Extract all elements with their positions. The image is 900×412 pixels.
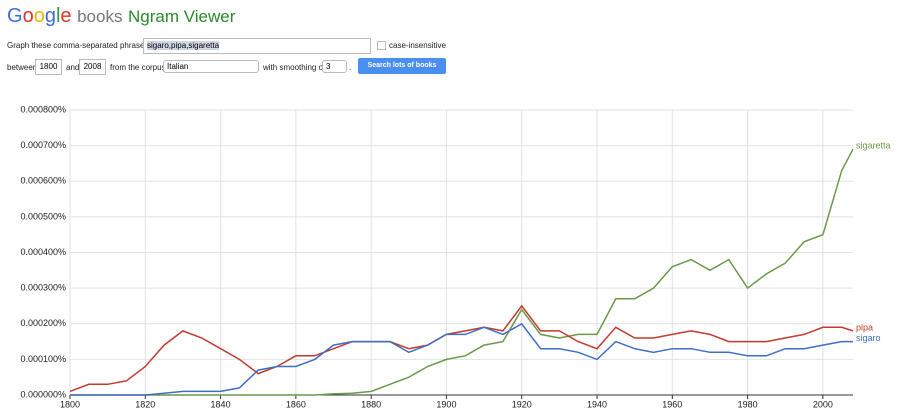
x-tick-label: 1880	[361, 399, 381, 409]
y-tick-label: 0.000400%	[20, 247, 66, 257]
search-button[interactable]: Search lots of books	[358, 58, 446, 74]
series-label: sigaro	[856, 333, 881, 343]
product: books	[77, 7, 123, 26]
series-line	[70, 322, 853, 396]
x-tick-label: 1900	[436, 399, 456, 409]
end-year[interactable]: 2008	[79, 59, 106, 75]
and-label: and	[66, 63, 80, 72]
phrases-value: sigaro,pipa,sigaretta	[147, 41, 220, 50]
case-label: case-insensitive	[389, 41, 446, 50]
y-tick-label: 0.000800%	[20, 104, 66, 114]
case-checkbox[interactable]	[377, 41, 386, 50]
corpus-select[interactable]: Italian	[163, 60, 259, 73]
logo-letter: g	[44, 5, 56, 27]
y-tick-label: 0.000100%	[20, 354, 66, 364]
y-tick-label: 0.000600%	[20, 176, 66, 186]
y-tick-label: 0.000200%	[20, 318, 66, 328]
y-tick-label: 0.000500%	[20, 211, 66, 221]
y-tick-label: 0.000000%	[20, 389, 66, 399]
phrases-input[interactable]: sigaro,pipa,sigaretta	[143, 38, 371, 54]
logo-letter: o	[33, 5, 45, 27]
logo-letter: o	[22, 5, 34, 27]
smoothing-label: with smoothing of	[263, 63, 326, 72]
corpus-label: from the corpus	[110, 63, 166, 72]
between-label: between	[7, 63, 38, 72]
start-year[interactable]: 1800	[35, 59, 62, 75]
period: .	[349, 63, 352, 72]
x-tick-label: 1860	[286, 399, 306, 409]
logo-text: Google	[7, 5, 72, 27]
x-tick-label: 1820	[135, 399, 155, 409]
x-tick-label: 2000	[813, 399, 833, 409]
series-line	[69, 304, 854, 393]
app-title: Ngram Viewer	[128, 7, 236, 26]
x-tick-label: 1940	[587, 399, 607, 409]
x-tick-label: 1840	[211, 399, 231, 409]
x-tick-label: 1980	[738, 399, 758, 409]
x-tick-label: 1800	[60, 399, 80, 409]
x-tick-label: 1960	[662, 399, 682, 409]
smoothing-select[interactable]: 3	[322, 60, 347, 73]
series-label: sigaretta	[856, 141, 891, 151]
logo-letter: G	[7, 5, 23, 27]
logo-letter: l	[55, 5, 61, 27]
y-tick-label: 0.000300%	[20, 283, 66, 293]
phrases-label: Graph these comma-separated phrases:	[7, 41, 151, 50]
series-line	[70, 148, 854, 396]
logo: Google books Ngram Viewer	[7, 5, 235, 28]
x-tick-label: 1920	[512, 399, 532, 409]
logo-letter: e	[60, 5, 72, 27]
series-label: pipa	[856, 322, 873, 332]
y-tick-label: 0.000700%	[20, 140, 66, 150]
